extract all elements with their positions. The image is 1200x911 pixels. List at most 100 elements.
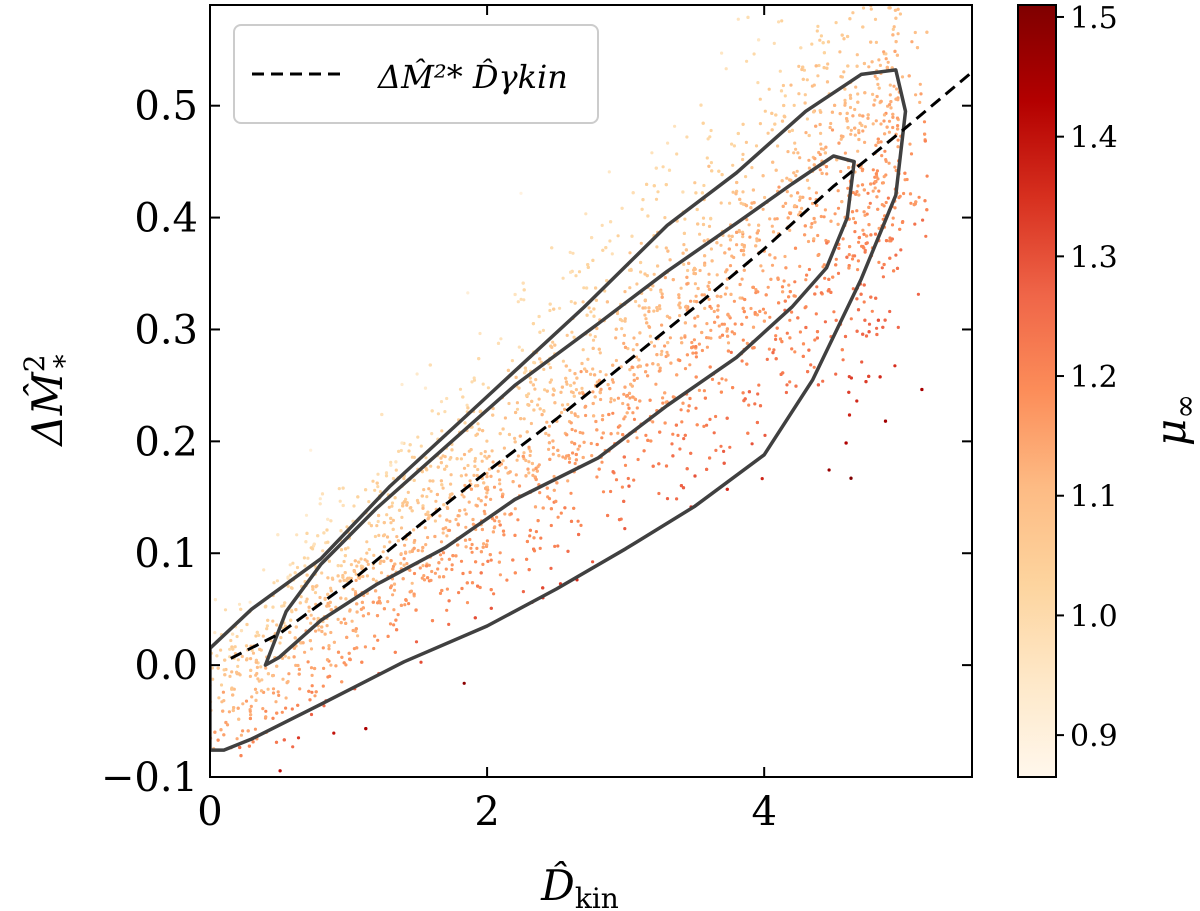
scatter-point [614,478,619,482]
scatter-point [874,40,879,45]
scatter-point [799,46,803,50]
scatter-point [843,334,848,339]
scatter-point [702,183,706,188]
scatter-point [725,487,729,491]
scatter-point [254,634,258,638]
scatter-point [816,74,820,78]
scatter-point [505,578,509,582]
colorbar-gradient [1017,4,1057,778]
scatter-point [738,282,742,287]
scatter-point [863,125,868,129]
scatter-point [864,241,868,246]
scatter-point [278,769,282,773]
scatter-point [548,302,552,306]
scatter-point [614,336,618,340]
scatter-point [785,331,789,335]
scatter-point [725,286,729,290]
scatter-point [625,394,629,398]
scatter-point [634,355,639,359]
scatter-point [915,46,920,50]
scatter-point [778,69,782,73]
scatter-point [314,690,318,694]
scatter-point [784,266,788,270]
scatter-point [251,740,255,744]
scatter-point [788,380,792,384]
scatter-point [530,399,534,403]
scatter-point [716,315,720,319]
scatter-point [623,527,627,531]
scatter-point [632,336,636,340]
scatter-point [871,92,875,96]
scatter-point [296,703,300,707]
scatter-point [622,341,626,345]
scatter-point [803,224,807,228]
scatter-point [475,546,479,551]
scatter-point [574,388,579,392]
scatter-point [271,605,275,609]
scatter-point [763,311,768,315]
scatter-point [816,383,821,387]
scatter-point [528,528,533,532]
scatter-point [819,131,823,135]
scatter-point [373,534,377,539]
scatter-point [399,561,403,565]
scatter-point [900,220,905,224]
scatter-point [695,300,699,304]
scatter-point [422,574,426,578]
scatter-point [859,292,863,296]
scatter-point [444,567,448,571]
scatter-point [632,373,636,377]
scatter-point [925,174,929,178]
scatter-point [271,619,275,623]
scatter-point [783,299,787,303]
scatter-point [343,554,347,558]
scatter-point [809,225,813,229]
scatter-point [305,573,309,577]
scatter-point [788,211,792,216]
scatter-point [745,362,749,366]
scatter-point [898,194,902,198]
scatter-point [465,403,469,407]
scatter-point [525,539,530,544]
scatter-point [674,423,679,427]
scatter-point [566,479,570,483]
scatter-point [622,499,626,503]
scatter-point [479,571,483,575]
scatter-point [725,268,729,272]
scatter-point [858,113,862,117]
scatter-point [801,342,806,346]
scatter-point [895,116,900,120]
scatter-point [585,313,589,317]
scatter-point [761,174,765,178]
scatter-point [396,613,400,617]
scatter-point [389,516,393,521]
scatter-point [725,416,729,420]
scatter-point [709,216,713,220]
scatter-point [634,299,638,304]
scatter-point [597,467,601,471]
scatter-point [702,239,706,243]
scatter-point [719,390,724,394]
scatter-point [586,263,590,267]
scatter-point [631,191,635,195]
scatter-point [754,144,759,148]
scatter-point [856,259,861,263]
scatter-point [522,298,526,302]
scatter-point [354,627,358,631]
scatter-point [456,543,460,547]
scatter-point [366,562,370,567]
scatter-point [741,122,745,126]
scatter-point [607,170,611,174]
scatter-point [842,37,846,41]
scatter-point [884,239,889,243]
scatter-point [286,575,290,579]
scatter-point [801,77,805,81]
scatter-point [853,254,857,258]
scatter-point [532,408,536,412]
scatter-point [697,342,702,346]
scatter-point [702,424,706,428]
scatter-point [742,243,746,248]
scatter-point [785,176,789,180]
scatter-point [572,506,576,510]
scatter-point [438,553,443,557]
